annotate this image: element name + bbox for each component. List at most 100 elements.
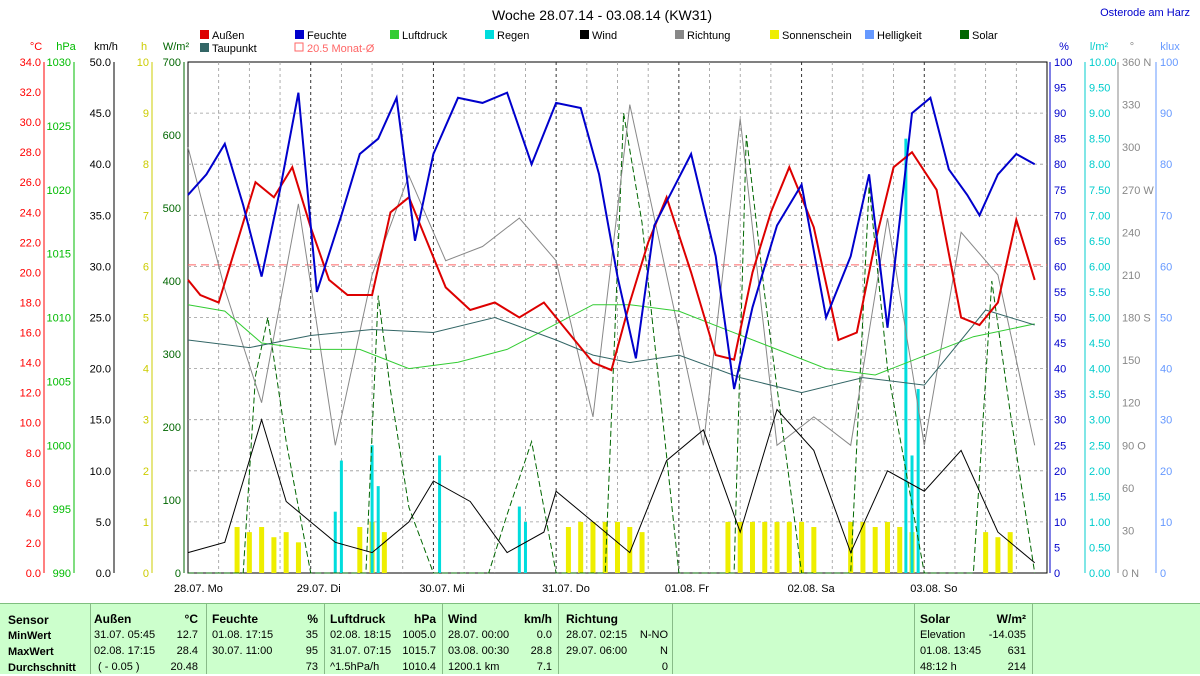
legend-swatch: [294, 42, 304, 52]
right-axis-tick: 40: [1054, 364, 1066, 376]
luftdruck-min-time: 02.08. 18:15: [330, 629, 392, 641]
regen-bar: [339, 460, 343, 573]
sonnenschein-bar: [762, 521, 768, 573]
legend-item: Solar: [960, 30, 998, 42]
sonnenschein-bar: [639, 532, 645, 573]
right-axis-tick: 6.00: [1089, 261, 1110, 273]
sonnenschein-bar: [590, 521, 596, 573]
sonnenschein-bar: [602, 521, 608, 573]
left-axis-tick: 990: [53, 568, 71, 580]
row-label-max: MaxWert: [8, 646, 54, 658]
legend-label: Helligkeit: [877, 30, 922, 42]
right-axis-tick: 65: [1054, 236, 1066, 248]
right-axis-tick: 0 N: [1122, 568, 1139, 580]
aussen-header: Außen: [94, 612, 132, 626]
left-axis-tick: 10.0: [90, 466, 111, 478]
legend-label: Richtung: [687, 30, 730, 42]
legend-swatch: [865, 30, 874, 39]
right-axis-tick: 270 W: [1122, 185, 1154, 197]
left-axis-tick: 8: [143, 159, 149, 171]
x-tick-label: 28.07. Mo: [174, 583, 223, 595]
sonnenschein-bar: [860, 521, 866, 573]
right-axis-tick: 2.00: [1089, 466, 1110, 478]
left-axis-tick: 10: [137, 57, 149, 69]
richtung-line: [187, 104, 1036, 447]
regen-bar: [376, 486, 380, 573]
left-axis-unit: W/m²: [163, 41, 190, 53]
solar-max-value: 631: [1007, 645, 1026, 657]
left-axis-tick: 35.0: [90, 210, 111, 222]
left-axis-tick: 18.0: [20, 297, 41, 309]
left-axis-tick: 1000: [47, 440, 71, 452]
legend-swatch: [390, 30, 399, 39]
row-label-avg: Durchschnitt: [8, 662, 76, 674]
right-axis-tick: 2.50: [1089, 440, 1110, 452]
legend-swatch: [295, 30, 304, 39]
right-axis-unit: %: [1059, 41, 1069, 53]
left-axis-tick: 10.0: [20, 418, 41, 430]
feuchte-max-value: 95: [305, 645, 318, 657]
right-axis-tick: 40: [1160, 364, 1172, 376]
x-tick-label: 03.08. So: [910, 583, 957, 595]
solar-line: [188, 113, 1036, 574]
right-axis-tick: 95: [1054, 83, 1066, 95]
left-axis-tick: 40.0: [90, 159, 111, 171]
luftdruck-trend: ^1.5hPa/h: [330, 661, 380, 673]
right-axis-tick: 70: [1160, 210, 1172, 222]
solar-elevation-label: Elevation: [920, 629, 966, 641]
col-wind: Wind km/h 28.07. 00:00 0.0 03.08. 00:30 …: [442, 604, 559, 674]
right-axis-tick: 10: [1160, 517, 1172, 529]
left-axis-tick: 100: [163, 495, 181, 507]
right-axis-tick: 7.00: [1089, 210, 1110, 222]
right-axis-tick: 0: [1054, 568, 1060, 580]
left-axis-tick: 24.0: [20, 207, 41, 219]
richtung-avg-value: 0: [661, 661, 668, 673]
legend-item: Taupunkt: [200, 43, 257, 55]
taupunkt-line: [187, 309, 1035, 394]
legend-label: Außen: [212, 30, 244, 42]
right-axis-tick: 0: [1160, 568, 1166, 580]
right-axis-tick: 210: [1122, 270, 1140, 282]
luftdruck-line: [187, 304, 1035, 376]
wind-distance: 1200.1 km: [448, 661, 500, 673]
left-axis-tick: 995: [53, 504, 71, 516]
sonnenschein-bar: [848, 521, 854, 573]
right-axis-tick: 25: [1054, 440, 1066, 452]
wind-avg-value: 7.1: [536, 661, 552, 673]
col-aussen: Außen °C 31.07. 05:45 12.7 02.08. 17:15 …: [90, 604, 207, 674]
luftdruck-header: Luftdruck: [330, 612, 386, 626]
right-axis-tick: 10: [1054, 517, 1066, 529]
left-axis-tick: 14.0: [20, 358, 41, 370]
left-axis-tick: 700: [163, 57, 181, 69]
right-axis-tick: 8.00: [1089, 159, 1110, 171]
legend-label: Luftdruck: [402, 30, 448, 42]
legend-swatch: [675, 30, 684, 39]
left-axis-tick: 400: [163, 276, 181, 288]
right-axis-tick: 35: [1054, 389, 1066, 401]
sonnenschein-bar: [872, 527, 878, 573]
weather-chart: Woche 28.07.14 - 03.08.14 (KW31) Osterod…: [20, 7, 1190, 595]
right-axis-tick: 180 S: [1122, 313, 1151, 325]
left-axis-tick: 1005: [47, 376, 71, 388]
feuchte-max-time: 30.07. 11:00: [212, 645, 273, 657]
right-axis-tick: 9.00: [1089, 108, 1110, 120]
aussen-trend: ( - 0.05 ): [98, 661, 140, 673]
wind-max-time: 03.08. 00:30: [448, 645, 510, 657]
left-axis-unit: °C: [30, 41, 42, 53]
left-axis-tick: 2: [143, 466, 149, 478]
sonnenschein-bar: [799, 521, 805, 573]
aussen-max-time: 02.08. 17:15: [94, 645, 156, 657]
right-axis-tick: 9.50: [1089, 83, 1110, 95]
left-axis-tick: 20.0: [20, 267, 41, 279]
right-axis-tick: 120: [1122, 398, 1140, 410]
right-axis-unit: °: [1130, 41, 1134, 53]
legend-label: Solar: [972, 30, 998, 42]
sonnenschein-bar: [578, 521, 584, 573]
right-axis-tick: 55: [1054, 287, 1066, 299]
right-axis-tick: 85: [1054, 134, 1066, 146]
richtung-max-time: 29.07. 06:00: [566, 645, 628, 657]
richtung-max-value: N: [660, 645, 668, 657]
left-axis-tick: 0.0: [96, 568, 111, 580]
regen-bar: [370, 445, 374, 573]
